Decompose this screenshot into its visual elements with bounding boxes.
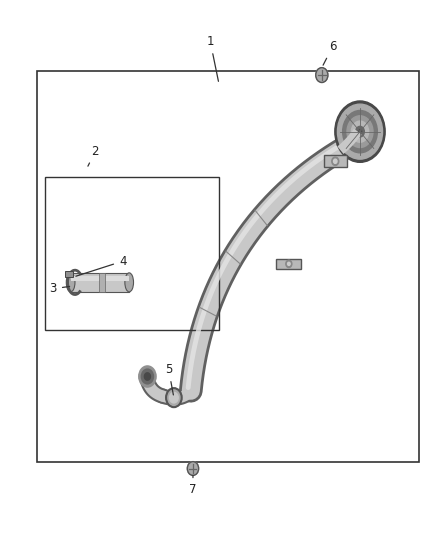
Circle shape xyxy=(358,130,362,134)
Circle shape xyxy=(141,369,153,384)
Ellipse shape xyxy=(125,273,134,292)
Ellipse shape xyxy=(66,273,75,292)
Bar xyxy=(99,273,105,292)
Text: 3: 3 xyxy=(49,282,70,295)
Bar xyxy=(71,273,129,292)
Text: 5: 5 xyxy=(165,363,173,395)
Circle shape xyxy=(343,110,378,153)
Circle shape xyxy=(337,104,382,159)
Bar xyxy=(71,276,129,281)
Circle shape xyxy=(187,462,198,475)
Bar xyxy=(324,156,346,167)
Text: 2: 2 xyxy=(88,145,99,166)
Circle shape xyxy=(139,366,156,387)
Circle shape xyxy=(316,68,328,83)
Bar xyxy=(46,176,219,330)
Circle shape xyxy=(166,388,182,407)
Circle shape xyxy=(170,392,178,403)
Circle shape xyxy=(356,126,364,137)
Circle shape xyxy=(332,157,339,165)
Bar xyxy=(276,259,301,269)
Text: 6: 6 xyxy=(323,40,336,65)
Circle shape xyxy=(145,373,151,380)
Circle shape xyxy=(286,260,292,268)
Circle shape xyxy=(347,116,373,148)
Circle shape xyxy=(287,262,290,265)
Circle shape xyxy=(335,101,385,163)
Text: 4: 4 xyxy=(76,255,127,276)
Circle shape xyxy=(351,121,369,142)
Bar xyxy=(37,71,419,462)
Text: 7: 7 xyxy=(189,475,197,496)
Circle shape xyxy=(333,159,337,164)
Text: 1: 1 xyxy=(207,35,219,82)
Bar xyxy=(65,271,73,277)
